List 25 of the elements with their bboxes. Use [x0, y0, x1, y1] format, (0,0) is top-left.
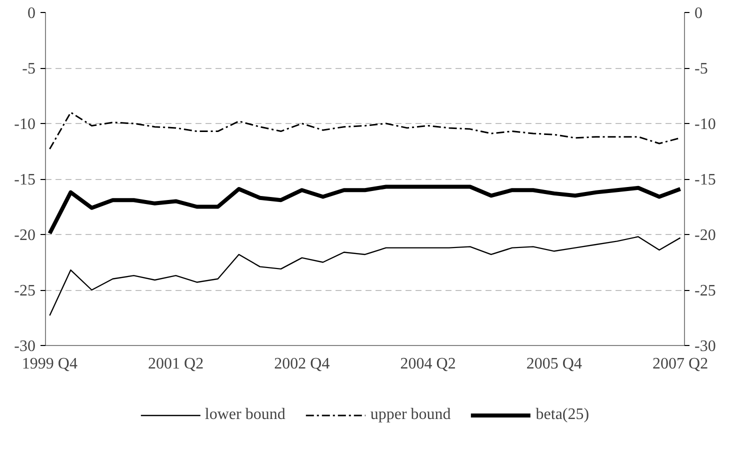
y-tick-label: -20 — [14, 227, 36, 244]
x-tick-label: 1999 Q4 — [22, 356, 78, 372]
y-tick-label: -30 — [14, 338, 36, 355]
x-tick-label: 2002 Q4 — [274, 356, 330, 372]
x-tick-label: 2005 Q4 — [526, 356, 582, 372]
y-tick-label: -5 — [22, 60, 36, 78]
y2-tick-label: 0 — [694, 5, 702, 22]
y2-tick-label: -5 — [694, 60, 708, 78]
y2-tick-label: -20 — [694, 227, 716, 244]
y-tick-label: -15 — [14, 172, 36, 188]
line-series — [49, 236, 681, 316]
y2-tick-label: -15 — [694, 172, 716, 188]
y2-tick-label: -25 — [694, 282, 716, 300]
x-tick-label: 2004 Q2 — [400, 356, 456, 372]
line-series — [48, 184, 682, 236]
y2-tick-label: -10 — [694, 116, 716, 133]
legend-label: upper bound — [370, 406, 451, 424]
legend-label: lower bound — [204, 406, 286, 424]
y-tick-label: -10 — [14, 116, 36, 133]
y2-tick-label: -30 — [694, 338, 716, 355]
y-tick-label: -25 — [14, 282, 36, 300]
x-tick-label: 2001 Q2 — [148, 356, 204, 372]
x-tick-label: 2007 Q2 — [652, 356, 708, 372]
legend-label: beta(25) — [536, 406, 590, 424]
y-tick-label: 0 — [28, 5, 36, 22]
